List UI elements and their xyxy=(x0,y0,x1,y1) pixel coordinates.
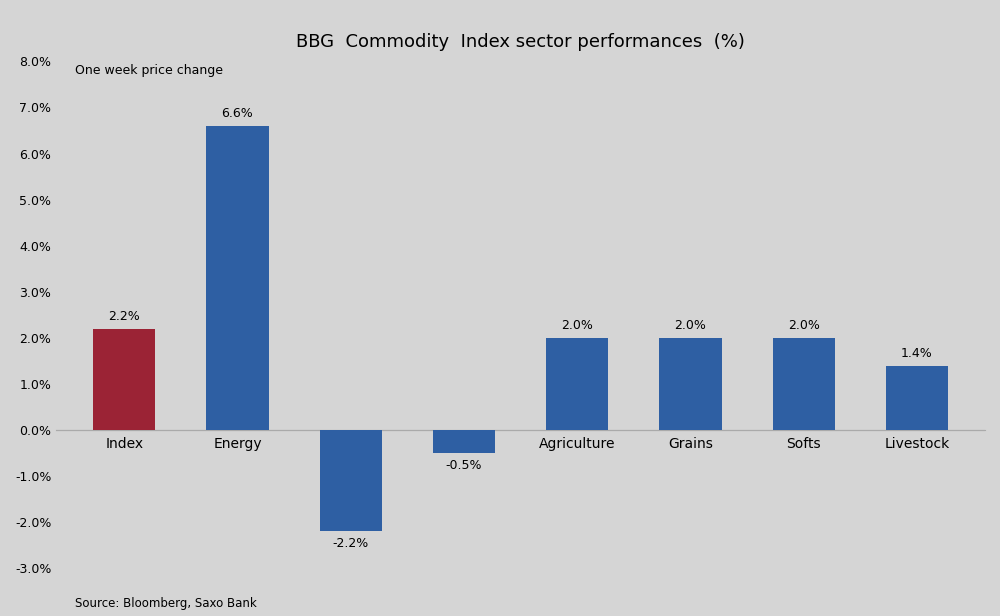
Text: -2.2%: -2.2% xyxy=(333,537,369,550)
Text: 1.4%: 1.4% xyxy=(901,347,933,360)
Text: 2.0%: 2.0% xyxy=(561,319,593,333)
Bar xyxy=(320,430,382,532)
Text: 2.2%: 2.2% xyxy=(108,310,140,323)
Bar xyxy=(886,365,948,430)
Title: BBG  Commodity  Index sector performances  (%): BBG Commodity Index sector performances … xyxy=(296,33,745,52)
Bar xyxy=(546,338,608,430)
Text: Source: Bloomberg, Saxo Bank: Source: Bloomberg, Saxo Bank xyxy=(75,597,257,610)
Bar xyxy=(773,338,835,430)
Bar xyxy=(206,126,269,430)
Text: 2.0%: 2.0% xyxy=(788,319,820,333)
Text: 2.0%: 2.0% xyxy=(675,319,706,333)
Bar xyxy=(93,329,155,430)
Bar xyxy=(659,338,722,430)
Text: -0.5%: -0.5% xyxy=(446,459,482,472)
Text: 6.6%: 6.6% xyxy=(222,107,253,120)
Text: One week price change: One week price change xyxy=(75,64,223,77)
Bar xyxy=(433,430,495,453)
